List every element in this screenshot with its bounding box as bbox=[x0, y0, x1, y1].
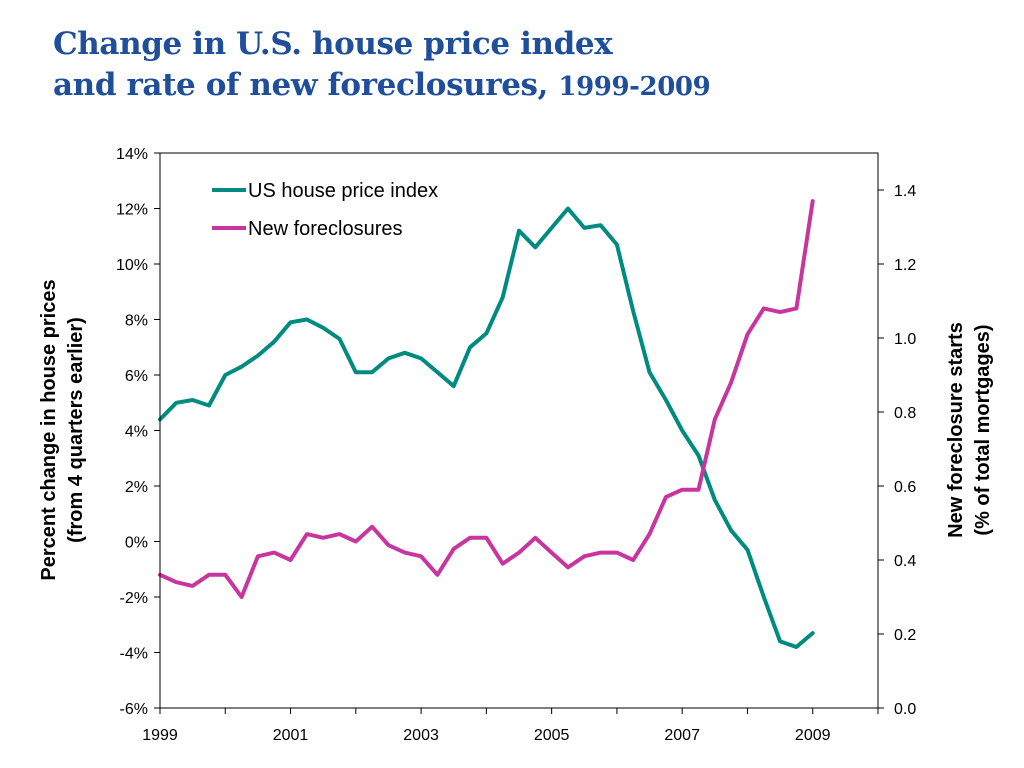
x-axis-ticks: 1999 2001 2003 2005 2007 2009 bbox=[142, 708, 879, 744]
x-tick-label: 2001 bbox=[273, 727, 309, 744]
series-layer bbox=[158, 199, 815, 649]
left-tick-label: 10% bbox=[116, 257, 148, 274]
right-axis-title-2: (% of total mortgages) bbox=[972, 324, 994, 535]
right-tick-label: 0.2 bbox=[894, 627, 916, 644]
right-axis-ticks: 0.0 0.2 0.4 0.6 0.8 1.0 1.2 1.4 bbox=[878, 183, 916, 718]
x-tick-label: 2007 bbox=[664, 727, 700, 744]
right-tick-label: 0.6 bbox=[894, 479, 916, 496]
left-axis-title-line-1: Percent change in house prices bbox=[38, 279, 60, 580]
chart-title: Change in U.S. house price index and rat… bbox=[53, 24, 711, 108]
left-tick-label: -2% bbox=[120, 590, 148, 607]
right-tick-label: 0.4 bbox=[894, 553, 916, 570]
title-line-1: Change in U.S. house price index bbox=[53, 26, 613, 62]
right-tick-label: 1.2 bbox=[894, 257, 916, 274]
left-tick-label: 2% bbox=[125, 479, 148, 496]
x-tick-label: 1999 bbox=[142, 727, 178, 744]
left-tick-label: 8% bbox=[125, 313, 148, 330]
left-tick-label: 14% bbox=[116, 146, 148, 163]
left-tick-label: 12% bbox=[116, 202, 148, 219]
right-axis-title: New foreclosure starts bbox=[945, 322, 967, 538]
left-tick-label: -6% bbox=[120, 701, 148, 718]
legend: US house price index New foreclosures bbox=[212, 180, 438, 240]
right-axis-title-line-1: New foreclosure starts bbox=[945, 322, 967, 538]
legend-label-foreclosures: New foreclosures bbox=[248, 218, 403, 240]
right-tick-label: 0.8 bbox=[894, 405, 916, 422]
left-tick-label: 6% bbox=[125, 368, 148, 385]
left-axis-title: Percent change in house prices bbox=[38, 279, 60, 580]
title-years: 1999-2009 bbox=[558, 72, 711, 102]
x-tick-label: 2003 bbox=[403, 727, 439, 744]
right-axis-title-line-2: (% of total mortgages) bbox=[972, 324, 994, 535]
x-tick-label: 2009 bbox=[795, 727, 831, 744]
left-axis-title-line-2: (from 4 quarters earlier) bbox=[65, 317, 87, 543]
right-tick-label: 1.4 bbox=[894, 183, 916, 200]
left-tick-label: -4% bbox=[120, 646, 148, 663]
plot-frame bbox=[159, 152, 879, 709]
left-tick-label: 0% bbox=[125, 535, 148, 552]
left-tick-label: 4% bbox=[125, 424, 148, 441]
left-axis-title-2: (from 4 quarters earlier) bbox=[65, 317, 87, 543]
title-line-2: and rate of new foreclosures, bbox=[53, 67, 559, 103]
right-tick-label: 0.0 bbox=[894, 701, 916, 718]
left-axis-ticks: -6% -4% -2% 0% 2% 4% 6% 8% 10% 12% 14% bbox=[116, 146, 160, 718]
series-line-foreclosures bbox=[158, 199, 815, 599]
legend-label-house-price: US house price index bbox=[248, 180, 438, 202]
x-tick-label: 2005 bbox=[534, 727, 570, 744]
right-tick-label: 1.0 bbox=[894, 331, 916, 348]
